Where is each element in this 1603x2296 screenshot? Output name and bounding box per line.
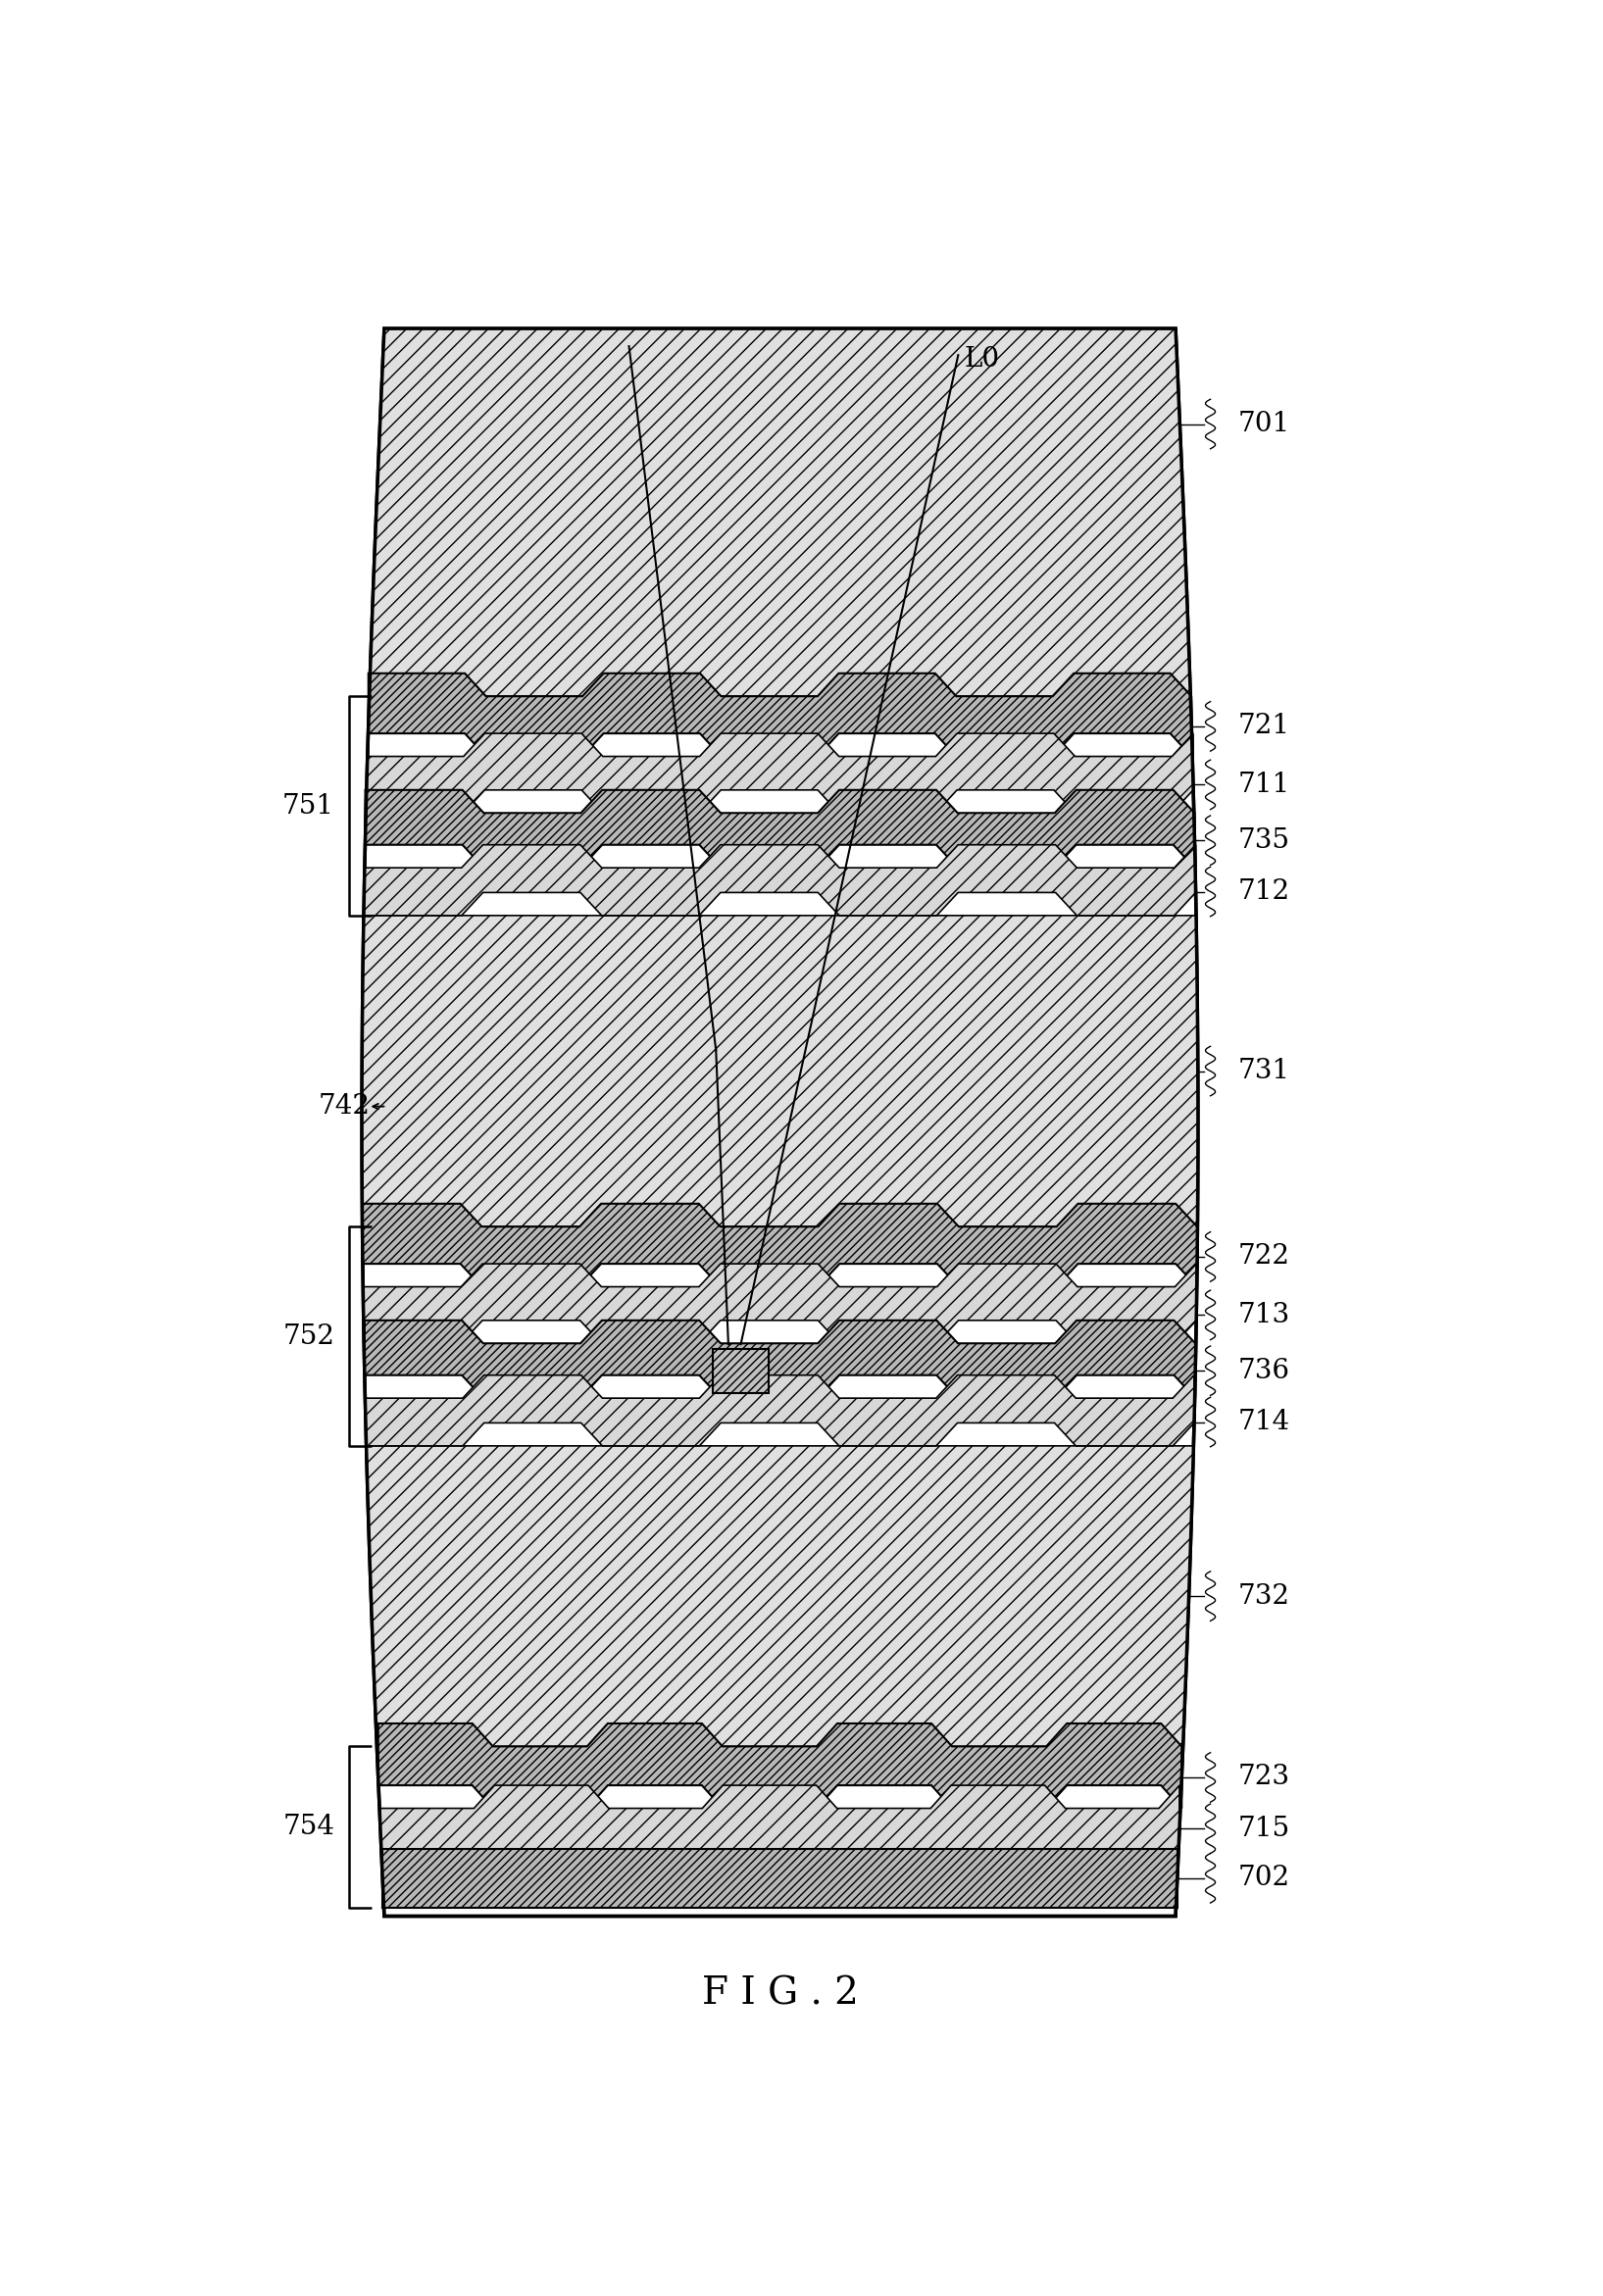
- Polygon shape: [362, 328, 1197, 1917]
- Text: 731: 731: [1238, 1058, 1290, 1084]
- Text: 715: 715: [1238, 1816, 1290, 1841]
- Text: 735: 735: [1238, 827, 1290, 854]
- Text: 714: 714: [1238, 1410, 1290, 1435]
- Text: 723: 723: [1238, 1763, 1290, 1791]
- Text: 701: 701: [1238, 411, 1290, 436]
- Text: 732: 732: [1238, 1582, 1290, 1609]
- Text: L0: L0: [965, 347, 1000, 372]
- Polygon shape: [369, 673, 1191, 755]
- Text: 752: 752: [282, 1322, 335, 1350]
- Polygon shape: [365, 790, 1194, 868]
- Text: 712: 712: [1238, 879, 1290, 905]
- Text: 702: 702: [1238, 1864, 1290, 1892]
- Text: 711: 711: [1238, 771, 1290, 799]
- Polygon shape: [364, 1263, 1196, 1343]
- Polygon shape: [364, 1320, 1196, 1398]
- Text: 713: 713: [1238, 1302, 1290, 1329]
- Polygon shape: [378, 1724, 1181, 1809]
- Polygon shape: [367, 1446, 1194, 1747]
- Polygon shape: [365, 1375, 1194, 1446]
- Polygon shape: [369, 328, 1191, 696]
- Text: 736: 736: [1238, 1357, 1290, 1384]
- Polygon shape: [367, 732, 1193, 813]
- Polygon shape: [380, 1786, 1180, 1848]
- Text: F I G . 2: F I G . 2: [702, 1977, 859, 2011]
- Text: 754: 754: [282, 1814, 335, 1839]
- Polygon shape: [362, 1203, 1197, 1286]
- Polygon shape: [383, 1848, 1177, 1908]
- Text: 742: 742: [319, 1093, 370, 1120]
- Polygon shape: [364, 845, 1196, 916]
- Bar: [713, 1348, 769, 1394]
- Text: 721: 721: [1238, 714, 1290, 739]
- Polygon shape: [362, 916, 1197, 1226]
- Text: 751: 751: [282, 792, 335, 820]
- Text: 722: 722: [1238, 1244, 1290, 1270]
